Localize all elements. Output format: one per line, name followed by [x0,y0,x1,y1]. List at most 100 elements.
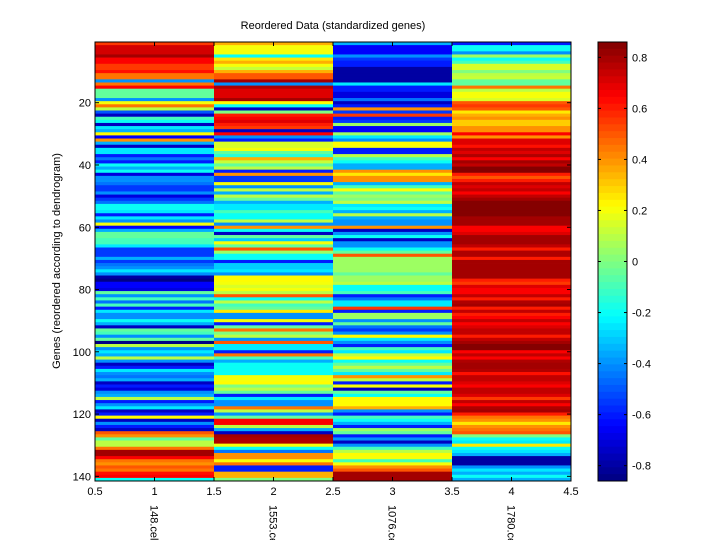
heatmap-cell [214,418,333,423]
heatmap-cell [333,70,452,74]
heatmap-cell [214,113,333,118]
colorbar-swatch [598,131,627,139]
heatmap-cell [214,216,333,220]
heatmap-cell [95,213,214,217]
y-tick-label: 140 [73,471,91,483]
heatmap-cell [95,434,214,438]
heatmap-cell [214,194,333,199]
heatmap-cell [333,456,452,460]
heatmap-cell [452,337,571,342]
heatmap-cell [95,85,214,90]
heatmap-cell [214,203,333,208]
heatmap-cell [95,381,214,385]
heatmap-cell [214,60,333,65]
heatmap-cell [333,48,452,52]
heatmap-cell [333,471,452,476]
heatmap-cell [95,225,214,230]
heatmap-cell [95,178,214,183]
column-label: 1780.cel [505,505,517,540]
heatmap-cell [452,474,571,479]
heatmap-cell [214,263,333,267]
heatmap-cell [214,303,333,308]
heatmap-cell [333,440,452,445]
heatmap-cell [333,250,452,255]
heatmap-cell [95,141,214,146]
heatmap-cell [333,421,452,426]
heatmap-cell [214,116,333,121]
heatmap-cell [95,101,214,105]
heatmap-cell [214,98,333,102]
colorbar-tick-label: 0.4 [632,154,647,166]
heatmap-cell [452,353,571,357]
heatmap-cell [214,269,333,273]
heatmap-cell [95,368,214,373]
heatmap-cell [333,340,452,345]
heatmap-cell [333,406,452,410]
heatmap-cell [95,60,214,65]
heatmap-cell [95,54,214,58]
heatmap-cell [95,300,214,304]
y-tick-label: 80 [79,285,91,297]
y-tick-label: 100 [73,347,91,359]
heatmap-cell [333,365,452,370]
heatmap-cell [95,340,214,345]
heatmap-cell [333,303,452,308]
heatmap-cell [95,191,214,195]
heatmap-cell [214,51,333,55]
heatmap-cell [333,468,452,473]
heatmap-cell [214,312,333,317]
heatmap-cell [452,297,571,301]
heatmap-cell [95,375,214,379]
heatmap-cell [452,334,571,339]
colorbar-swatch [598,288,627,297]
x-tick-label: 2 [270,486,276,498]
heatmap-cell [333,213,452,217]
heatmap-cell [452,247,571,252]
heatmap-cell [214,294,333,298]
colorbar-tick-label: 0.6 [632,103,647,115]
heatmap-cell [452,263,571,267]
heatmap-cell [452,191,571,195]
heatmap-cell [452,269,571,273]
heatmap-cell [333,60,452,65]
heatmap-cell [95,474,214,479]
heatmap-cell [214,94,333,99]
heatmap-cell [333,362,452,367]
heatmap-cell [452,175,571,180]
heatmap-cell [452,141,571,146]
heatmap-cell [452,449,571,454]
heatmap-cell [95,446,214,451]
heatmap-cell [452,110,571,115]
heatmap-cell [452,312,571,317]
heatmap-cell [214,449,333,454]
colorbar-swatch [598,240,627,249]
heatmap-cell [214,104,333,108]
heatmap-cell [214,141,333,146]
heatmap-cell [452,54,571,58]
colorbar-swatch [598,55,627,64]
heatmap-cell [95,415,214,420]
heatmap-cell [214,278,333,283]
heatmap-cell [452,88,571,93]
heatmap-cell [214,400,333,404]
heatmap-cell [214,331,333,336]
heatmap-cell [95,73,214,77]
heatmap-cell [95,334,214,339]
heatmap-cell [452,256,571,261]
heatmap-cell [333,101,452,105]
heatmap-cell [333,126,452,130]
colorbar-swatch [598,220,627,228]
heatmap-cell [95,306,214,311]
colorbar-swatch [598,378,627,386]
heatmap-cell [95,235,214,239]
heatmap-cell [333,437,452,441]
colorbar-swatch [598,117,627,125]
heatmap-cell [95,362,214,367]
heatmap-cell [333,222,452,227]
y-tick-label: 20 [79,98,91,110]
heatmap-cell [95,456,214,460]
heatmap-cell [95,437,214,441]
colorbar-swatch [598,453,627,461]
heatmap-cell [333,294,452,298]
colorbar-swatch [598,419,627,427]
